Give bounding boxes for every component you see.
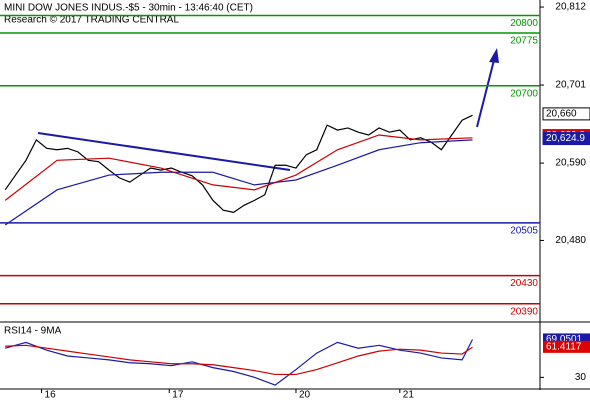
x-tick-label: 17 <box>172 390 184 400</box>
y-tick-label: 20,812 <box>555 2 586 13</box>
rsi-line <box>5 344 473 376</box>
rsi-line <box>5 339 474 386</box>
y-tick-label: 20,480 <box>555 235 586 246</box>
level-label: 20800 <box>510 18 538 29</box>
trend-line <box>37 132 291 171</box>
price-tag-label: 20,624.9 <box>546 133 585 144</box>
price-tag <box>542 132 590 146</box>
rsi-tag-label: 61.4117 <box>546 341 582 352</box>
rsi-tag <box>543 340 590 353</box>
price-line <box>4 134 473 201</box>
y-tick-label: 20,590 <box>555 158 586 169</box>
forecast-arrow <box>476 59 495 128</box>
level-label: 20775 <box>510 36 538 47</box>
chart-subtitle: Research © 2017 TRADING CENTRAL <box>4 15 179 26</box>
price-line <box>4 114 473 213</box>
x-tick-label: 20 <box>299 390 311 400</box>
y-tick-label: 20,701 <box>555 80 586 91</box>
price-line <box>4 139 473 226</box>
x-tick-label: 21 <box>403 390 415 400</box>
level-label: 20505 <box>510 226 538 237</box>
rsi-tag-label: 69.0501 <box>546 334 583 345</box>
x-tick-label: 16 <box>45 390 57 400</box>
level-label: 20390 <box>510 306 538 317</box>
y-tick-label: 30 <box>575 372 587 383</box>
chart-title: MINI DOW JONES INDUS.-$5 - 30min - 13:46… <box>4 3 253 14</box>
rsi-title: RSI14 - 9MA <box>4 326 62 337</box>
arrow-head <box>489 48 499 63</box>
level-label: 20430 <box>510 278 538 289</box>
price-tag-label: 20,660 <box>546 109 577 120</box>
level-label: 20700 <box>510 88 538 99</box>
price-tag <box>542 107 590 121</box>
